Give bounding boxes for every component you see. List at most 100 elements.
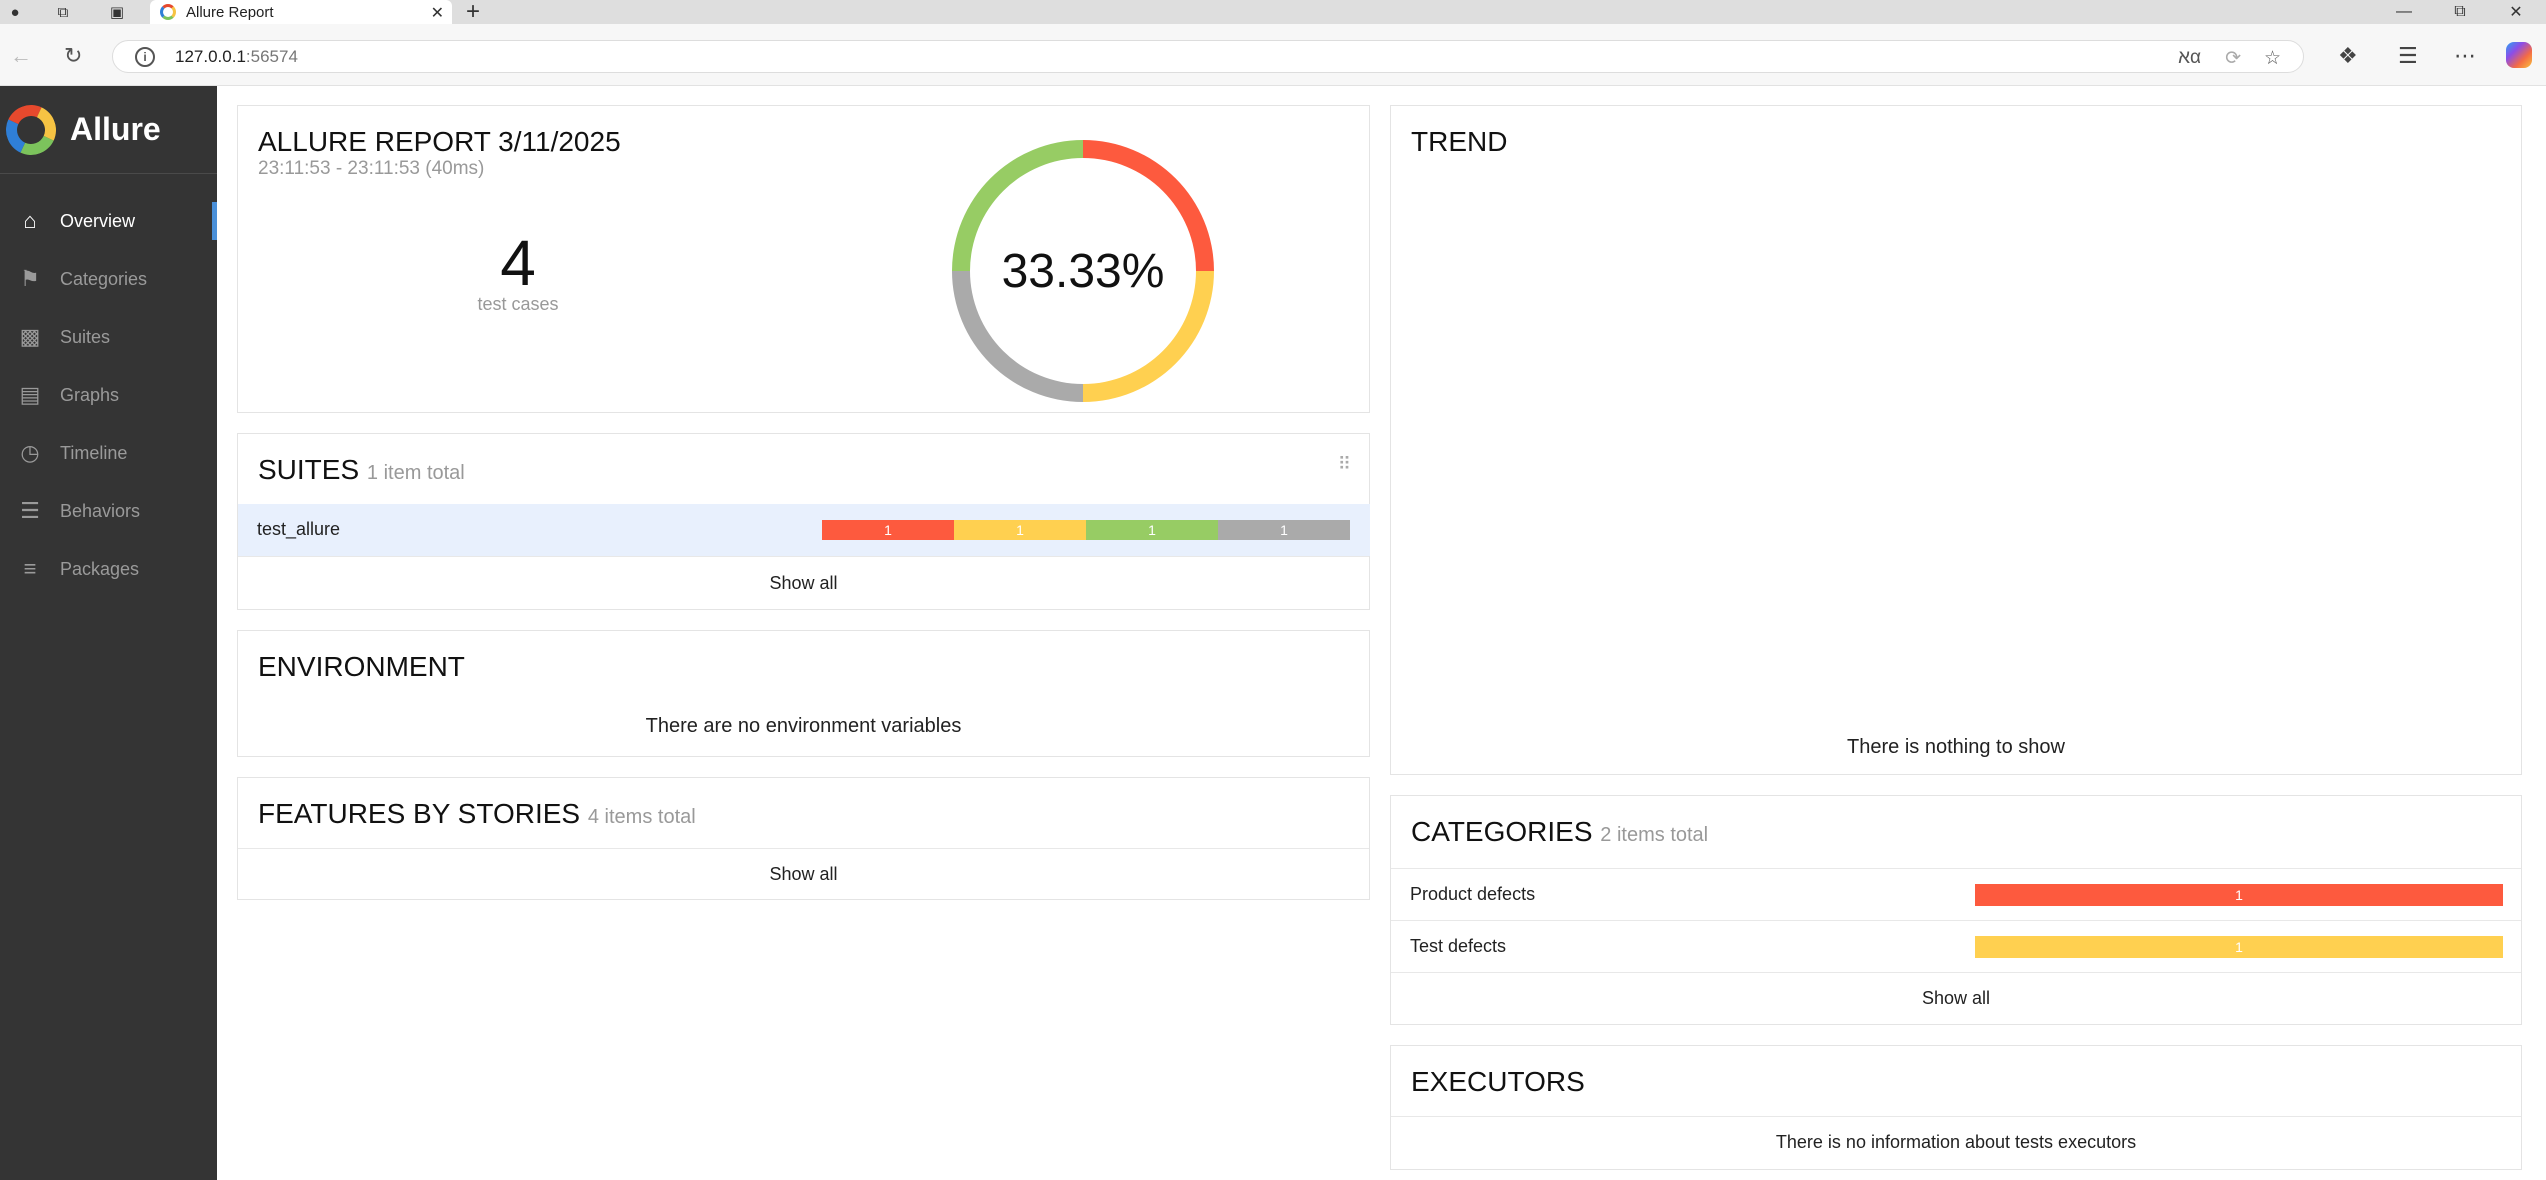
category-name: Product defects [1410,884,1536,904]
category-bar: 1 [1975,936,2503,958]
features-widget: FEATURES BY STORIES 4 items total Show a… [237,777,1370,900]
suite-status-bar[interactable]: 1 1 1 1 [822,520,1350,540]
suites-widget: SUITES 1 item total ⠿ test_allure 1 1 1 … [237,433,1370,610]
suites-title-text: SUITES [258,454,360,485]
passed-segment: 1 [1086,520,1218,540]
sidebar: Allure ⌂ Overview ⚑ Categories ▩ Suites … [0,86,217,1180]
url-host: 127.0.0.1 [175,46,246,66]
failed-segment: 1 [822,520,954,540]
test-case-count: 4 [500,227,536,299]
categories-show-all[interactable]: Show all [1391,972,2521,1024]
align-left-icon: ≡ [23,556,37,581]
sync-icon[interactable]: ⟳ [2225,48,2241,69]
brand[interactable]: Allure [0,86,217,174]
allure-favicon-icon [160,4,176,20]
categories-widget: CATEGORIES 2 items total Product defects… [1390,795,2522,1025]
features-title: FEATURES BY STORIES 4 items total [258,798,696,830]
close-tab-icon[interactable]: ✕ [430,5,444,22]
read-aloud-icon[interactable]: אα [2178,47,2201,68]
flag-icon: ⚑ [20,266,40,291]
sidebar-item-suites[interactable]: ▩ Suites [0,308,217,366]
executors-widget: EXECUTORS There is no information about … [1390,1045,2522,1170]
environment-widget: ENVIRONMENT There are no environment var… [237,630,1370,757]
success-rate: 33.33% [1001,244,1165,298]
new-tab-icon[interactable]: + [466,0,481,25]
copilot-icon[interactable] [2506,42,2532,68]
broken-segment: 1 [954,520,1086,540]
restore-icon[interactable]: ⧉ [2454,3,2466,20]
minimize-icon[interactable]: — [2396,3,2412,20]
list-icon: ☰ [20,498,40,523]
features-title-text: FEATURES BY STORIES [258,798,581,829]
donut-chart [952,140,1214,402]
categories-title-text: CATEGORIES [1411,816,1593,847]
close-window-icon[interactable]: ✕ [2509,4,2523,21]
category-row-product-defects[interactable]: Product defects 1 [1391,868,2521,920]
workspaces-icon[interactable]: ⧉ [57,3,69,21]
tab-title: Allure Report [186,3,274,21]
drag-handle-icon[interactable]: ⠿ [1337,454,1351,474]
categories-count: 2 items total [1600,824,1709,846]
home-icon: ⌂ [23,208,37,233]
suite-row[interactable]: test_allure 1 1 1 1 [238,504,1370,556]
more-menu-icon[interactable]: ⋯ [2454,43,2476,68]
url-port: :56574 [245,46,298,66]
sidebar-item-label: Suites [60,326,111,347]
sidebar-item-timeline[interactable]: ◷ Timeline [0,424,217,482]
sidebar-item-behaviors[interactable]: ☰ Behaviors [0,482,217,540]
features-show-all[interactable]: Show all [238,848,1369,900]
category-name: Test defects [1410,936,1507,956]
trend-empty-message: There is nothing to show [1847,736,2065,758]
categories-title: CATEGORIES 2 items total [1411,816,1708,848]
trend-widget: TREND There is nothing to show [1390,105,2522,775]
executors-divider [1391,1116,2521,1117]
profile-icon[interactable]: ● [10,3,20,21]
executors-title: EXECUTORS [1411,1066,1585,1097]
report-time: 23:11:53 - 23:11:53 (40ms) [258,158,485,179]
test-case-label: test cases [477,294,559,314]
donut-segment-unknown[interactable] [952,271,1083,402]
category-row-test-defects[interactable]: Test defects 1 [1391,920,2521,972]
sidebar-item-overview[interactable]: ⌂ Overview [0,192,217,250]
sidebar-item-label: Behaviors [60,500,141,521]
suite-name: test_allure [257,519,341,539]
bar-chart-icon: ▤ [19,382,41,407]
brand-name: Allure [70,111,161,147]
donut-segment-failed[interactable] [1083,140,1214,271]
allure-logo-icon [0,97,64,162]
clock-icon: ◷ [20,440,40,465]
browser-tab[interactable]: Allure Report ✕ [150,0,452,24]
sidebar-item-label: Timeline [60,442,128,463]
browser-toolbar: ← ↻ i 127.0.0.1:56574 אα ⟳ ☆ ❖ ☰ ⋯ [0,24,2546,86]
report-title: ALLURE REPORT 3/11/2025 [258,126,621,157]
donut-segment-passed[interactable] [952,140,1083,271]
tab-actions-icon[interactable]: ▣ [109,4,125,21]
extensions-icon[interactable]: ❖ [2338,43,2358,68]
unknown-segment: 1 [1218,520,1350,540]
refresh-icon[interactable]: ↻ [64,43,83,68]
briefcase-icon: ▩ [19,324,41,349]
favorite-star-icon[interactable]: ☆ [2263,48,2281,69]
trend-title: TREND [1411,126,1508,157]
summary-widget: ALLURE REPORT 3/11/2025 23:11:53 - 23:11… [237,105,1370,413]
success-rate-donut[interactable]: 33.33% [948,136,1218,406]
favorites-icon[interactable]: ☰ [2398,43,2418,68]
back-icon[interactable]: ← [10,43,32,68]
sidebar-item-label: Packages [60,558,140,579]
features-count: 4 items total [587,806,696,828]
sidebar-item-label: Categories [60,268,148,289]
sidebar-item-graphs[interactable]: ▤ Graphs [0,366,217,424]
browser-tab-bar: ● ⧉ ▣ Allure Report ✕ + — ⧉ ✕ [0,0,2546,24]
sidebar-item-label: Graphs [60,384,120,405]
sidebar-item-categories[interactable]: ⚑ Categories [0,250,217,308]
donut-segment-broken[interactable] [1083,271,1214,402]
suites-title: SUITES 1 item total [258,454,465,486]
sidebar-item-packages[interactable]: ≡ Packages [0,540,217,598]
environment-empty-message: There are no environment variables [645,715,962,737]
category-bar: 1 [1975,884,2503,906]
address-bar[interactable]: i 127.0.0.1:56574 אα ⟳ ☆ [112,40,2304,73]
environment-title: ENVIRONMENT [258,651,465,682]
executors-empty-message: There is no information about tests exec… [1775,1132,2137,1152]
site-info-icon[interactable]: i [135,46,155,67]
suites-show-all[interactable]: Show all [238,556,1369,610]
